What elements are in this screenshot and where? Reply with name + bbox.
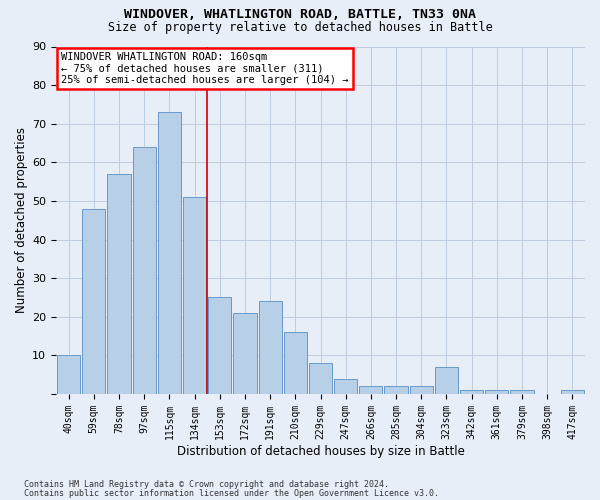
Text: WINDOVER, WHATLINGTON ROAD, BATTLE, TN33 0NA: WINDOVER, WHATLINGTON ROAD, BATTLE, TN33… xyxy=(124,8,476,20)
Bar xyxy=(133,147,156,394)
Bar xyxy=(485,390,508,394)
X-axis label: Distribution of detached houses by size in Battle: Distribution of detached houses by size … xyxy=(176,444,464,458)
Bar xyxy=(511,390,533,394)
Bar xyxy=(435,367,458,394)
Text: Contains public sector information licensed under the Open Government Licence v3: Contains public sector information licen… xyxy=(24,488,439,498)
Bar xyxy=(158,112,181,394)
Bar xyxy=(57,356,80,394)
Bar xyxy=(410,386,433,394)
Bar xyxy=(259,302,282,394)
Bar xyxy=(233,313,257,394)
Bar xyxy=(82,208,106,394)
Bar xyxy=(359,386,382,394)
Bar xyxy=(107,174,131,394)
Bar xyxy=(385,386,407,394)
Bar xyxy=(460,390,483,394)
Text: WINDOVER WHATLINGTON ROAD: 160sqm
← 75% of detached houses are smaller (311)
25%: WINDOVER WHATLINGTON ROAD: 160sqm ← 75% … xyxy=(61,52,349,85)
Text: Contains HM Land Registry data © Crown copyright and database right 2024.: Contains HM Land Registry data © Crown c… xyxy=(24,480,389,489)
Bar xyxy=(183,197,206,394)
Y-axis label: Number of detached properties: Number of detached properties xyxy=(15,127,28,313)
Bar xyxy=(208,298,232,394)
Bar xyxy=(284,332,307,394)
Bar xyxy=(309,363,332,394)
Bar xyxy=(334,378,357,394)
Bar xyxy=(561,390,584,394)
Text: Size of property relative to detached houses in Battle: Size of property relative to detached ho… xyxy=(107,21,493,34)
